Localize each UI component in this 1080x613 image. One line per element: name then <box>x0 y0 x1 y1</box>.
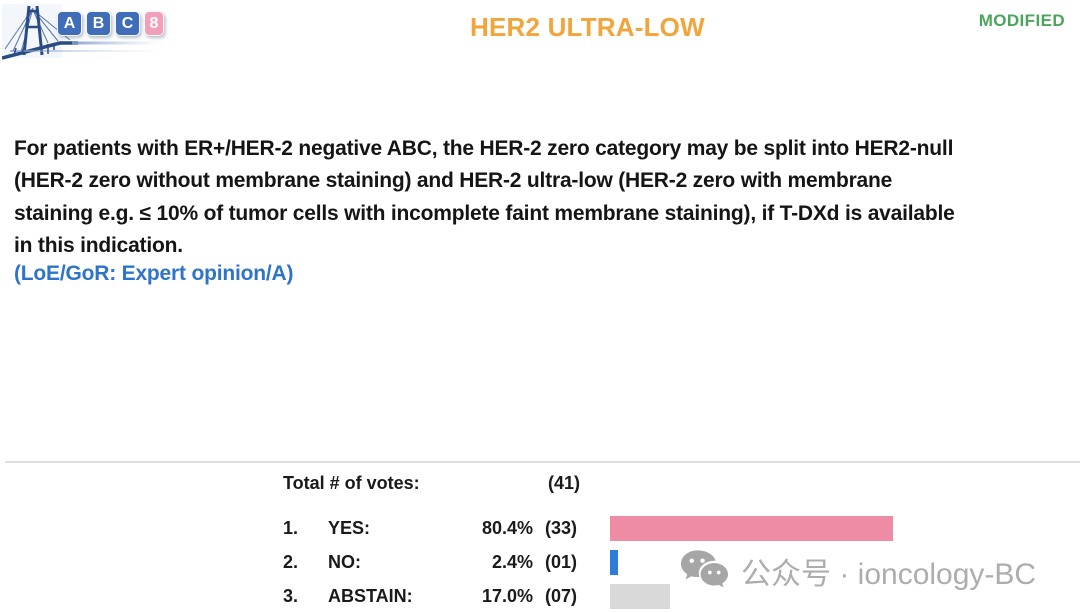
page-title: HER2 ULTRA-LOW <box>470 12 705 42</box>
vote-row-count: (07) <box>545 586 578 606</box>
watermark: 公众号 · ioncology-BC <box>679 548 1036 594</box>
statement-line: (HER-2 zero without membrane staining) a… <box>14 169 893 193</box>
total-votes-count: (41) <box>548 473 581 493</box>
watermark-text: 公众号 · ioncology-BC <box>741 558 1037 591</box>
logo-number-8: 8 <box>144 11 164 36</box>
voting-results: Total # of votes: (41) 1. YES: 80.4% (33… <box>283 470 1080 613</box>
vote-row-label: ABSTAIN: <box>328 586 413 606</box>
vote-row-number: 1. <box>283 518 299 538</box>
vote-row-no: 2. NO: 2.4% (01) <box>283 549 1080 576</box>
statement-line: For patients with ER+/HER-2 negative ABC… <box>14 137 954 160</box>
abc8-logo: A B C 8 <box>2 2 170 62</box>
vote-bar-abstain <box>610 584 670 609</box>
vote-row-number: 3. <box>283 586 299 606</box>
vote-row-percent: 2.4% <box>491 552 533 572</box>
statement-line: staining e.g. ≤ 10% of tumor cells with … <box>14 201 955 225</box>
vote-row-count: (01) <box>545 552 578 572</box>
vote-row-yes: 1. YES: 80.4% (33) <box>283 515 1080 542</box>
vote-row-label: YES: <box>328 518 371 538</box>
vote-row-percent: 17.0% <box>481 586 533 606</box>
statement-line: in this indication. <box>14 233 183 257</box>
wechat-icon <box>680 550 728 588</box>
vote-bar-no <box>610 550 618 575</box>
vote-row-abstain: 3. ABSTAIN: 17.0% (07) <box>283 583 1080 610</box>
logo-letter-a: A <box>57 11 82 36</box>
vote-row-percent: 80.4% <box>481 518 533 538</box>
divider-line <box>5 461 1080 463</box>
vote-row-label: NO: <box>328 552 361 572</box>
total-votes-row: Total # of votes: (41) <box>283 470 1080 497</box>
statement-text: For patients with ER+/HER-2 negative ABC… <box>14 133 1076 262</box>
modified-badge: MODIFIED <box>978 11 1065 30</box>
abc8-logo-letters: A B C 8 <box>57 11 164 36</box>
bridge-illustration <box>2 4 164 60</box>
vote-row-number: 2. <box>283 552 299 572</box>
logo-letter-c: C <box>115 11 140 36</box>
vote-bar-yes <box>610 516 893 541</box>
vote-row-count: (33) <box>545 518 578 538</box>
logo-letter-b: B <box>86 11 111 36</box>
total-votes-label: Total # of votes: <box>283 473 420 493</box>
loe-gor-text: (LoE/GoR: Expert opinion/A) <box>14 262 294 285</box>
